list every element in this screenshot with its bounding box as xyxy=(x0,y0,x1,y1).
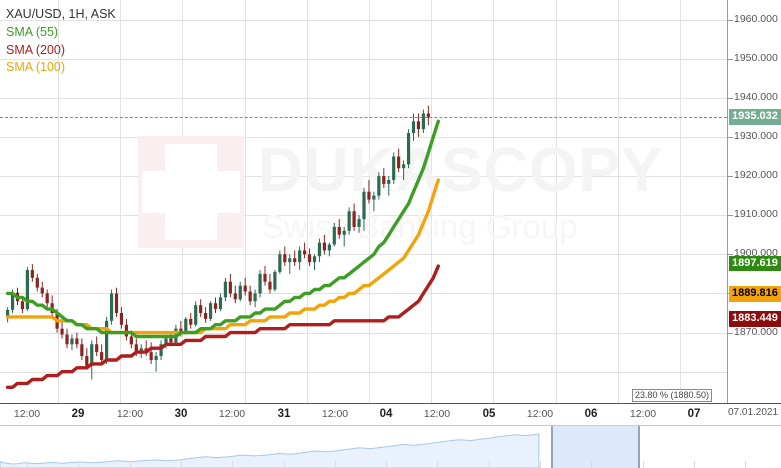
time-tick-label: 12:00 xyxy=(526,408,554,420)
navigator-handle-left[interactable] xyxy=(550,426,553,468)
time-tick-label: 12:00 xyxy=(321,408,349,420)
axis-corner xyxy=(727,403,781,426)
price-tick-label: 1960.000 xyxy=(734,12,778,25)
price-tick-label: 1950.000 xyxy=(734,51,778,64)
time-tick-label: 30 xyxy=(174,408,188,420)
sma100-badge: 1889.816 xyxy=(729,286,781,302)
price-series xyxy=(5,105,440,389)
chart-plot-area[interactable]: DUKASCOPY Swiss Banking Group XAU/USD, 1… xyxy=(0,0,727,403)
current-price-line xyxy=(0,117,727,118)
time-tick-label: 12:00 xyxy=(13,408,41,420)
time-tick-label: 31 xyxy=(277,408,291,420)
price-tick-label: 1930.000 xyxy=(734,129,778,142)
time-tick-label: 05 xyxy=(482,408,496,420)
navigator-handle-right[interactable] xyxy=(638,426,641,468)
navigator-area-chart xyxy=(0,433,540,468)
time-tick-label: 12:00 xyxy=(218,408,246,420)
sma200-badge: 1883.449 xyxy=(729,311,781,327)
price-tick-label: 1910.000 xyxy=(734,208,778,221)
price-tick-label: 1920.000 xyxy=(734,169,778,182)
chart-legend: XAU/USD, 1H, ASK SMA (55) SMA (200) SMA … xyxy=(6,6,116,77)
time-tick-label: 29 xyxy=(71,408,85,420)
navigator-selection[interactable] xyxy=(550,426,639,468)
time-tick-label: 12:00 xyxy=(629,408,657,420)
fib-level-annotation: 23.80 % (1880.50) xyxy=(632,389,713,403)
time-tick-label: 12:00 xyxy=(116,408,144,420)
legend-item-sma200: SMA (200) xyxy=(6,42,66,57)
time-axis[interactable]: 12:00 29 12:00 30 12:00 31 12:00 04 12:00 05 12:00… xyxy=(0,403,727,426)
legend-item-sma55: SMA (55) xyxy=(6,24,59,39)
time-tick-label: 04 xyxy=(379,408,393,420)
navigator-panel[interactable] xyxy=(0,425,781,468)
price-axis[interactable]: 1960.000 1950.000 1940.000 1930.000 1920.000… xyxy=(727,0,781,403)
current-price-badge: 1935.032 xyxy=(729,109,781,125)
time-tick-label: 12:00 xyxy=(423,408,451,420)
price-tick-label: 1870.000 xyxy=(734,325,778,338)
sma55-badge: 1897.619 xyxy=(729,255,781,272)
time-tick-label: 07 xyxy=(687,408,701,420)
instrument-label: XAU/USD, 1H, ASK xyxy=(6,7,116,21)
legend-item-sma100: SMA (100) xyxy=(6,60,66,75)
time-tick-label: 06 xyxy=(584,408,598,420)
end-date-label: 07.01.2021 xyxy=(728,407,779,418)
price-tick-label: 1940.000 xyxy=(734,90,778,103)
